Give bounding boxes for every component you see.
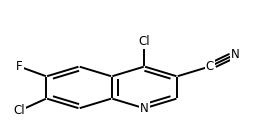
Text: Cl: Cl: [13, 104, 25, 117]
Text: F: F: [16, 60, 23, 73]
Text: Cl: Cl: [139, 35, 150, 48]
Text: N: N: [231, 48, 240, 61]
Text: N: N: [140, 102, 149, 115]
Text: C: C: [206, 60, 214, 73]
